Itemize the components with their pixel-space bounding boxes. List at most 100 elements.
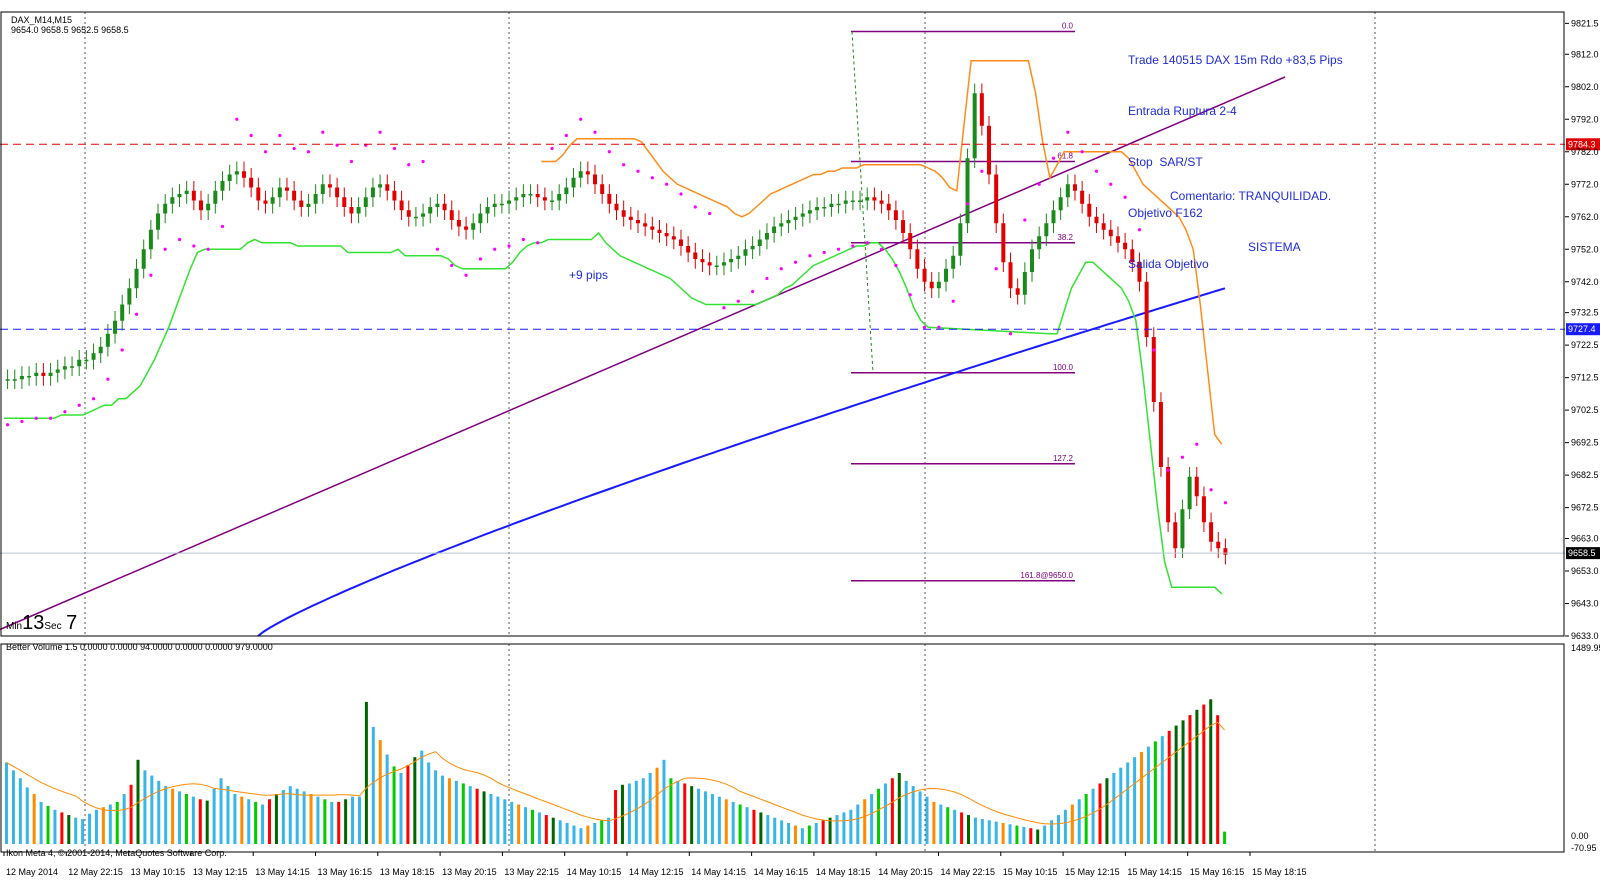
sar-dot xyxy=(922,325,927,329)
candle-body xyxy=(134,268,139,289)
x-tick-label: 13 May 12:15 xyxy=(193,867,248,877)
candle-body xyxy=(213,190,218,204)
volume-bar xyxy=(1140,751,1144,844)
sar-dot xyxy=(421,159,425,164)
volume-bar xyxy=(454,780,458,844)
volume-bar xyxy=(247,799,251,844)
candle-body xyxy=(807,210,812,214)
x-tick-label: 15 May 12:15 xyxy=(1065,867,1120,877)
candle-body xyxy=(721,262,726,266)
volume-bar xyxy=(627,783,631,844)
volume-bar xyxy=(316,796,320,844)
volume-bar xyxy=(883,783,887,844)
volume-bar xyxy=(607,817,611,844)
candle-body xyxy=(507,200,512,204)
candle-body xyxy=(284,187,289,191)
volume-pane-frame xyxy=(0,643,1565,853)
sar-dot xyxy=(163,247,167,251)
x-tick-label: 14 May 10:15 xyxy=(567,867,622,877)
candle-body xyxy=(456,220,461,227)
candle-body xyxy=(1115,236,1120,243)
volume-bar xyxy=(420,750,424,844)
x-tick-label: 13 May 10:15 xyxy=(131,867,186,877)
candle-body xyxy=(77,359,82,367)
fib-level-label: 0.0 xyxy=(1062,22,1074,31)
volume-bar xyxy=(641,778,645,844)
volume-bar xyxy=(351,796,355,844)
volume-bar xyxy=(1153,741,1157,844)
candle-body xyxy=(757,239,762,246)
candle-body xyxy=(514,197,519,201)
candle-body xyxy=(1037,236,1042,250)
y-tick-label: 9742.0 xyxy=(1571,277,1599,287)
volume-bar xyxy=(987,820,991,844)
candle-body xyxy=(628,216,633,220)
y-tick-label: 9712.5 xyxy=(1571,373,1599,383)
sar-dot xyxy=(751,289,755,294)
candle-body xyxy=(729,259,734,263)
candle-body xyxy=(1123,242,1128,250)
volume-bar xyxy=(1202,704,1206,844)
candle-body xyxy=(363,197,368,207)
candle-body xyxy=(170,197,175,204)
candle-body xyxy=(1058,197,1063,211)
x-tick-label: 15 May 16:15 xyxy=(1190,867,1245,877)
y-tick-label: 9653.0 xyxy=(1571,566,1599,576)
candle-body xyxy=(865,197,870,201)
volume-bar xyxy=(524,807,528,844)
sar-dot xyxy=(665,182,669,186)
candle-body xyxy=(327,184,332,188)
sar-dot xyxy=(579,117,583,121)
volume-bar xyxy=(1063,809,1067,844)
candle-body xyxy=(815,207,820,211)
volume-bar xyxy=(11,770,15,844)
volume-bar xyxy=(1043,825,1047,844)
x-tick-label: 14 May 22:15 xyxy=(941,867,996,877)
candle-body xyxy=(922,268,927,282)
y-tick-label: 9633.0 xyxy=(1571,631,1599,641)
candle-body xyxy=(206,203,211,211)
price-marker-label: 9658.5 xyxy=(1568,548,1596,558)
main-pane-frame xyxy=(0,11,1565,637)
sar-dot xyxy=(693,205,697,209)
trade-line: Trade 140515 DAX 15m Rdo +83,5 Pips xyxy=(1128,53,1343,67)
sar-dot xyxy=(407,163,411,167)
candle-body xyxy=(779,223,784,227)
candle-body xyxy=(1029,249,1034,272)
candle-body xyxy=(19,376,24,380)
candle-body xyxy=(678,239,683,246)
x-tick-label: 13 May 18:15 xyxy=(380,867,435,877)
volume-bar xyxy=(697,788,701,844)
volume-bar xyxy=(399,772,403,844)
volume-bar xyxy=(558,820,562,844)
sar-dot xyxy=(235,117,239,121)
candle-body xyxy=(929,281,934,289)
volume-bar xyxy=(171,788,175,844)
candle-body xyxy=(1151,337,1156,402)
bar-timer: Min13Sec 7 xyxy=(6,612,77,635)
volume-y-tick-label: 0.00 xyxy=(1571,831,1589,841)
volume-bar xyxy=(32,794,36,844)
x-tick-label: 14 May 14:15 xyxy=(691,867,746,877)
volume-bar xyxy=(897,772,901,844)
sar-dot xyxy=(1195,442,1199,446)
volume-bar xyxy=(1209,699,1213,844)
sar-dot xyxy=(736,299,740,303)
volume-indicator-header: Better Volume 1.5 0.0000 0.0000 94.0000 … xyxy=(6,642,273,652)
volume-bar xyxy=(877,788,881,844)
candle-body xyxy=(70,366,75,368)
volume-bar xyxy=(586,825,590,844)
fib-level-label: 38.2 xyxy=(1057,233,1073,242)
y-tick-label: 9821.5 xyxy=(1571,18,1599,28)
y-tick-label: 9672.5 xyxy=(1571,503,1599,513)
fib-anchor-line xyxy=(851,31,874,373)
sar-dot xyxy=(20,419,24,424)
candle-body xyxy=(872,197,877,201)
candle-body xyxy=(127,288,132,305)
timer-min-label: Min xyxy=(6,621,23,632)
y-tick-label: 9812.0 xyxy=(1571,49,1599,59)
volume-bar xyxy=(835,815,839,844)
sar-dot xyxy=(435,247,440,251)
x-tick-label: 15 May 18:15 xyxy=(1252,867,1307,877)
